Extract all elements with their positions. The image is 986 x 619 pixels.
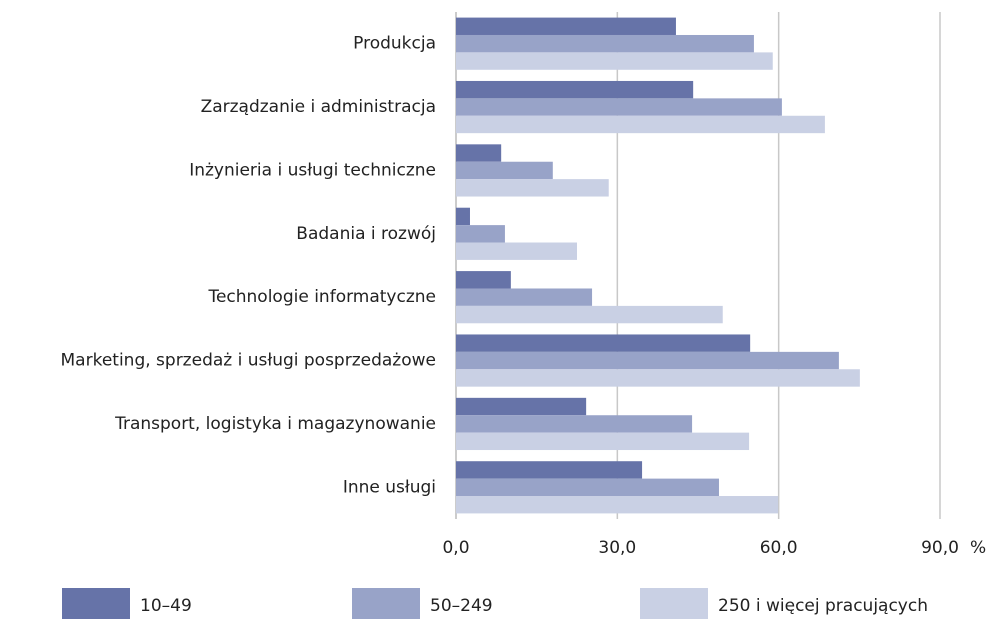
bar bbox=[456, 144, 502, 162]
y-tick-label: Produkcja bbox=[353, 34, 436, 54]
legend-label: 50–249 bbox=[430, 596, 493, 616]
legend-swatch bbox=[62, 588, 130, 619]
bar bbox=[456, 334, 751, 352]
y-tick-label: Badania i rozwój bbox=[296, 224, 436, 244]
bar bbox=[456, 369, 860, 387]
x-tick-label: 30,0 bbox=[598, 538, 636, 558]
bar bbox=[456, 225, 505, 243]
bar bbox=[456, 80, 694, 99]
y-tick-label: Transport, logistyka i magazynowanie bbox=[114, 414, 436, 434]
legend-swatch bbox=[352, 588, 420, 619]
bar bbox=[456, 179, 609, 197]
bar bbox=[456, 397, 587, 416]
bar bbox=[456, 52, 773, 70]
y-tick-label: Inżynieria i usługi techniczne bbox=[189, 160, 436, 180]
bar bbox=[456, 98, 782, 116]
x-unit: % bbox=[970, 538, 986, 558]
x-tick-label: 90,0 bbox=[921, 538, 959, 558]
bar bbox=[456, 17, 676, 35]
y-tick-label: Zarządzanie i administracja bbox=[201, 97, 436, 117]
x-tick-label: 60,0 bbox=[760, 538, 798, 558]
x-tick-label: 0,0 bbox=[442, 538, 469, 558]
bar bbox=[456, 496, 779, 514]
bar bbox=[456, 115, 825, 134]
bar bbox=[456, 415, 693, 433]
bar bbox=[456, 478, 719, 497]
bar bbox=[456, 242, 577, 260]
legend-label: 250 i więcej pracujących bbox=[718, 596, 928, 616]
bar bbox=[456, 34, 754, 53]
bar bbox=[456, 207, 470, 226]
y-tick-label: Technologie informatyczne bbox=[207, 287, 436, 307]
bar bbox=[456, 288, 593, 306]
bar bbox=[456, 161, 553, 180]
y-tick-label: Inne usługi bbox=[343, 477, 436, 497]
y-tick-label: Marketing, sprzedaż i usługi posprzedażo… bbox=[61, 351, 436, 371]
bar bbox=[456, 351, 839, 370]
bar bbox=[456, 461, 643, 479]
bar bbox=[456, 305, 723, 324]
bar bbox=[456, 432, 750, 451]
legend-swatch bbox=[640, 588, 708, 619]
bar bbox=[456, 271, 511, 289]
legend-label: 10–49 bbox=[140, 596, 192, 616]
